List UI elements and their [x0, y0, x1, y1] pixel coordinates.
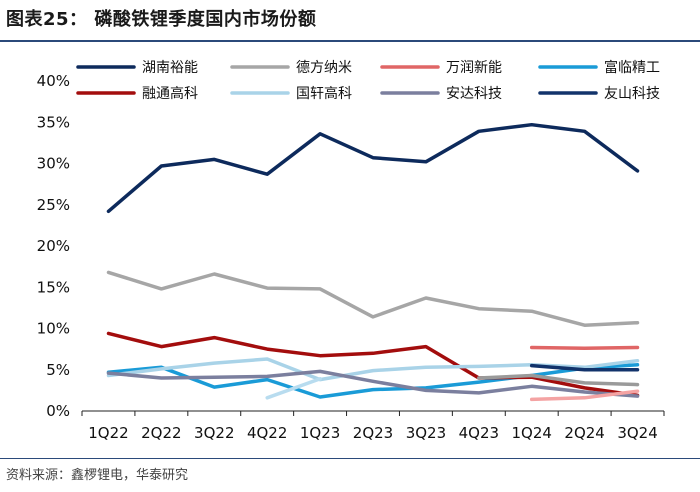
figure-title: 图表25： 磷酸铁锂季度国内市场份额 [6, 9, 317, 30]
y-tick-label: 0% [46, 402, 70, 420]
y-tick-label: 35% [37, 113, 70, 131]
x-axis-ticks: 1Q22 2Q22 3Q22 4Q22 1Q23 2Q23 3Q23 4Q23 1Q24 2Q24… [81, 411, 665, 442]
x-tick-label: 3Q24 [617, 424, 657, 442]
y-tick-label: 15% [37, 278, 70, 296]
series-line-extra-8 [529, 389, 640, 402]
line-chart: 0% 5% 10% 15% 20% 25% 30% 35% 40% 1Q22 2Q22 3Q22 4Q… [37, 59, 665, 442]
x-tick-label: 2Q23 [353, 424, 393, 442]
series-line-友山科技 [529, 363, 640, 372]
legend-label: 国轩高科 [296, 85, 352, 102]
series-line-万润新能 [529, 345, 640, 351]
x-tick-label: 2Q22 [141, 424, 181, 442]
series-line-富临精工 [106, 363, 640, 399]
x-tick-label: 1Q24 [512, 424, 552, 442]
series-line-extra-10 [477, 373, 640, 387]
y-tick-label: 20% [37, 237, 70, 255]
x-tick-label: 1Q22 [88, 424, 128, 442]
y-tick-label: 30% [37, 155, 70, 173]
series-line-德方纳米 [106, 270, 640, 327]
x-tick-label: 2Q24 [564, 424, 604, 442]
legend-label: 友山科技 [604, 86, 660, 102]
series-line-extra-9 [265, 377, 322, 400]
x-tick-label: 4Q22 [247, 424, 287, 442]
title-rule [0, 40, 700, 42]
x-tick-label: 3Q23 [406, 424, 446, 442]
y-tick-label: 25% [37, 196, 70, 214]
legend-label: 德方纳米 [296, 60, 352, 76]
legend-label: 安达科技 [446, 86, 502, 102]
series-line-融通高科 [106, 331, 640, 398]
x-tick-label: 1Q23 [300, 424, 340, 442]
source-note: 资料来源：鑫椤锂电，华泰研究 [6, 468, 189, 483]
series-line-湖南裕能 [106, 122, 640, 214]
x-tick-label: 4Q23 [459, 424, 499, 442]
legend-label: 万润新能 [446, 60, 502, 76]
legend-label: 融通高科 [142, 85, 198, 102]
y-tick-label: 10% [37, 320, 70, 338]
series-line-安达科技 [106, 369, 640, 398]
y-tick-label: 5% [46, 361, 70, 379]
y-axis-ticks: 0% 5% 10% 15% 20% 25% 30% 35% 40% [37, 72, 70, 420]
bottom-rule [0, 458, 700, 459]
x-tick-label: 3Q22 [194, 424, 234, 442]
legend-label: 富临精工 [604, 59, 660, 76]
legend-label: 湖南裕能 [142, 60, 198, 76]
y-tick-label: 40% [37, 72, 70, 90]
series-lines [106, 122, 640, 402]
